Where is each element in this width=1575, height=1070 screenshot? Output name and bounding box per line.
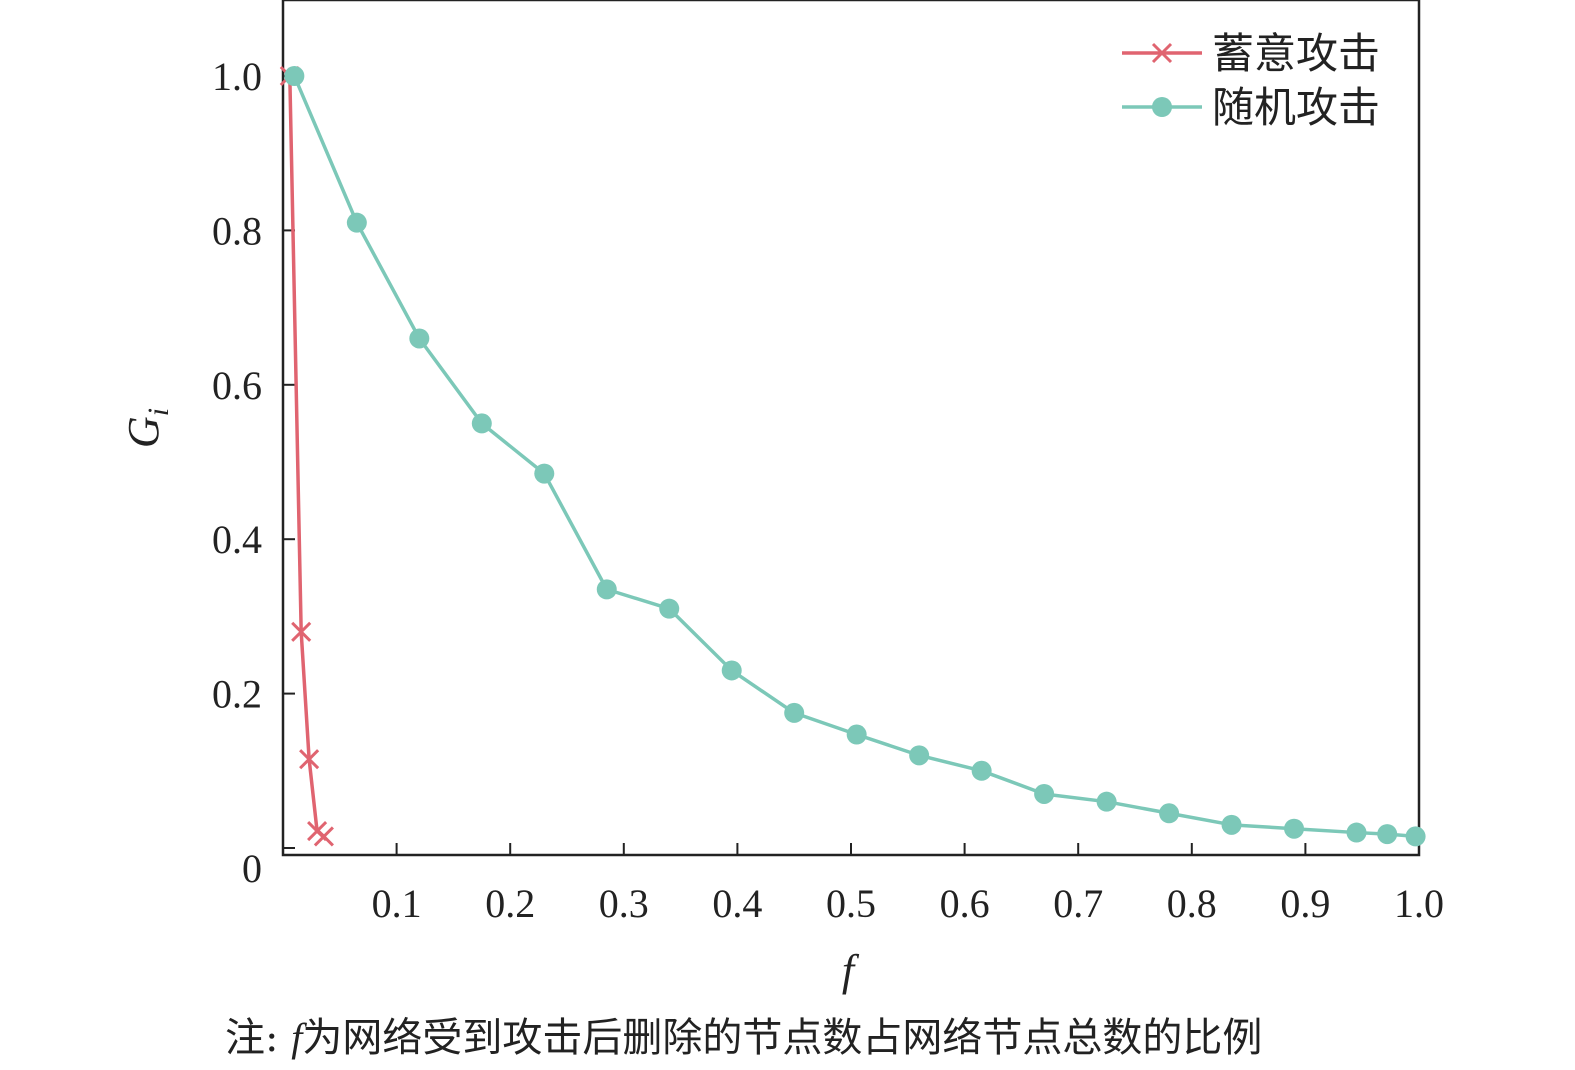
series-1-point-18 [1377, 824, 1398, 845]
y-tick-label-5: 1.0 [212, 54, 262, 99]
caption-prefix: 注: [225, 1015, 292, 1061]
series-1-point-1 [346, 212, 367, 233]
legend-label-0: 蓄意攻击 [1212, 29, 1380, 78]
y-tick-label-3: 0.6 [212, 363, 262, 408]
x-tick-label-3: 0.4 [712, 881, 762, 926]
x-axis-title: f [842, 946, 860, 995]
series-1-point-9 [846, 724, 867, 745]
series-layer [279, 65, 1426, 847]
series-0-point-2 [299, 749, 320, 770]
x-tick-label-9: 1.0 [1394, 881, 1444, 926]
series-0-point-1 [291, 621, 312, 642]
series-1-point-16 [1284, 818, 1305, 839]
series-1-point-2 [409, 328, 430, 349]
legend-label-1: 随机攻击 [1212, 83, 1380, 132]
figure-caption: 注: f为网络受到攻击后删除的节点数占网络节点总数的比例 [225, 1005, 1262, 1063]
series-1-point-7 [721, 660, 742, 681]
series-0 [279, 65, 334, 847]
series-0-point-4 [313, 826, 334, 847]
series-1-point-0 [284, 66, 305, 86]
x-tick-label-5: 0.6 [940, 881, 990, 926]
legend-entry-0: 蓄意攻击 [1122, 29, 1380, 78]
caption-text: 为网络受到攻击后删除的节点数占网络节点总数的比例 [302, 1015, 1263, 1061]
x-tick-label-2: 0.3 [599, 881, 649, 926]
series-1-point-10 [909, 745, 930, 766]
x-tick-label-8: 0.9 [1280, 881, 1330, 926]
series-1-point-6 [659, 598, 680, 619]
chart: 0.1 0.2 0.3 0.4 0.5 0.6 0.7 0.8 0.9 1.0 0 0.2 0.4 0.6… [119, 0, 1444, 995]
series-1-point-13 [1096, 791, 1117, 812]
series-1-line [292, 75, 1416, 839]
y-tick-label-1: 0.2 [212, 672, 262, 717]
caption-variable: f [291, 1015, 303, 1060]
x-tick-label-4: 0.5 [826, 881, 876, 926]
legend-marker-1 [1152, 97, 1172, 117]
series-1-point-3 [471, 413, 492, 434]
series-1-point-14 [1159, 803, 1180, 824]
series-1-point-5 [596, 579, 617, 600]
y-axis-title: Gi [119, 408, 175, 448]
axis-tick-labels: 0.1 0.2 0.3 0.4 0.5 0.6 0.7 0.8 0.9 1.0 0 0.2 0.4 0.6… [212, 54, 1444, 926]
y-tick-label-4: 0.8 [212, 208, 262, 253]
y-axis-title-main: G [119, 416, 168, 448]
series-1-point-11 [971, 760, 992, 781]
series-1-point-8 [784, 702, 805, 723]
legend-marker-0 [1151, 42, 1173, 64]
series-1-point-12 [1034, 783, 1055, 804]
y-tick-label-0: 0 [242, 846, 262, 891]
y-axis-title-subscript: i [142, 408, 175, 416]
series-1-point-19 [1405, 826, 1426, 847]
legend-entry-1: 随机攻击 [1122, 83, 1380, 132]
x-tick-label-1: 0.2 [485, 881, 535, 926]
series-0-line [288, 75, 325, 838]
series-1-point-17 [1346, 822, 1367, 843]
series-1-point-4 [534, 463, 555, 484]
x-tick-label-6: 0.7 [1053, 881, 1103, 926]
x-tick-label-7: 0.8 [1167, 881, 1217, 926]
series-1 [284, 66, 1426, 847]
y-tick-label-2: 0.4 [212, 517, 262, 562]
x-tick-label-0: 0.1 [372, 881, 422, 926]
series-1-point-15 [1221, 814, 1242, 835]
